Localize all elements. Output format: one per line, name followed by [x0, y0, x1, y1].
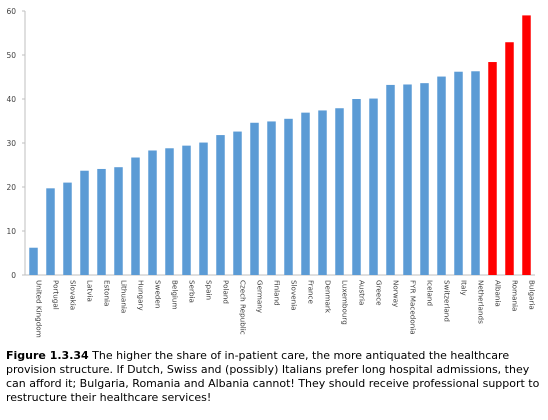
bar — [352, 99, 361, 275]
y-tick-label: 40 — [6, 95, 16, 104]
y-tick-label: 50 — [6, 51, 16, 60]
x-tick-label: Poland — [222, 280, 231, 304]
bar — [46, 188, 55, 275]
x-tick-label: Czech Republic — [239, 280, 248, 335]
bar — [63, 182, 72, 275]
chart-subtitle: Source: WHO HfA database, July 2016 — [31, 47, 255, 59]
x-tick-label: Slovenia — [290, 280, 299, 311]
x-tick-label: Switzerland — [443, 280, 452, 322]
x-tick-label: Greece — [375, 280, 384, 306]
x-tick-label: Bulgaria — [528, 280, 537, 310]
bar — [233, 131, 242, 275]
bar — [97, 168, 106, 275]
bar — [318, 110, 327, 275]
x-tick-label: Iceland — [426, 280, 435, 306]
x-tick-label: Latvia — [86, 280, 95, 302]
bar — [80, 170, 89, 275]
x-tick-label: Spain — [205, 280, 214, 300]
caption-label: Figure 1.3.34 — [6, 349, 89, 362]
bar — [335, 108, 344, 276]
bar — [403, 84, 412, 275]
y-tick-label: 30 — [6, 139, 16, 148]
caption-text: The higher the share of in-patient care,… — [6, 349, 540, 404]
bar — [386, 84, 395, 275]
bar — [114, 167, 123, 275]
bar — [284, 118, 293, 275]
x-tick-label: Norway — [392, 280, 401, 308]
bar — [505, 42, 514, 275]
x-tick-label: Albania — [494, 280, 503, 307]
bar — [250, 122, 259, 275]
y-tick-label: 60 — [6, 7, 16, 16]
x-tick-label: Serbia — [188, 280, 197, 303]
bar — [199, 142, 208, 275]
y-tick-label: 0 — [11, 271, 16, 280]
figure-caption: Figure 1.3.34 The higher the share of in… — [6, 349, 544, 405]
x-tick-label: Slovakia — [69, 280, 78, 310]
x-tick-label: Portugal — [52, 280, 61, 310]
bar — [29, 247, 38, 275]
y-tick-label: 20 — [6, 183, 16, 192]
x-tick-label: Italy — [460, 280, 469, 296]
bar — [182, 145, 191, 275]
bar — [148, 150, 157, 275]
bar — [131, 157, 140, 275]
bar — [267, 121, 276, 275]
bar — [301, 112, 310, 275]
x-tick-label: Hungary — [137, 280, 146, 311]
bar — [369, 98, 378, 275]
x-tick-label: Denmark — [324, 280, 333, 314]
x-tick-label: Romania — [511, 280, 520, 311]
x-tick-label: United Kingdom — [35, 280, 44, 338]
x-tick-label: Luxembourg — [341, 280, 350, 325]
x-tick-label: Sweden — [154, 280, 163, 308]
bar — [522, 15, 531, 276]
bar — [488, 62, 497, 275]
x-tick-label: Austria — [358, 280, 367, 305]
bar-chart: 0 10 20 30 40 50 60 United Kingdom Portugal Slov… — [6, 7, 537, 338]
x-tick-label: Belgium — [171, 280, 180, 309]
x-tick-label: France — [307, 280, 316, 304]
chart-title: In-patient care costs as % of total HC c… — [31, 25, 445, 45]
x-tick-label: Lithuania — [120, 280, 129, 313]
bar — [216, 135, 225, 275]
bar — [420, 83, 429, 275]
x-tick-label: FYR Macedonia — [409, 280, 418, 335]
x-tick-label: Estonia — [103, 280, 112, 306]
bar — [437, 76, 446, 275]
bar — [471, 71, 480, 275]
y-tick-label: 10 — [6, 227, 16, 236]
x-tick-label: Germany — [256, 280, 265, 314]
x-tick-label: Netherlands — [477, 280, 486, 324]
bar — [165, 148, 174, 275]
bar — [454, 71, 463, 275]
x-tick-label: Finland — [273, 280, 282, 306]
